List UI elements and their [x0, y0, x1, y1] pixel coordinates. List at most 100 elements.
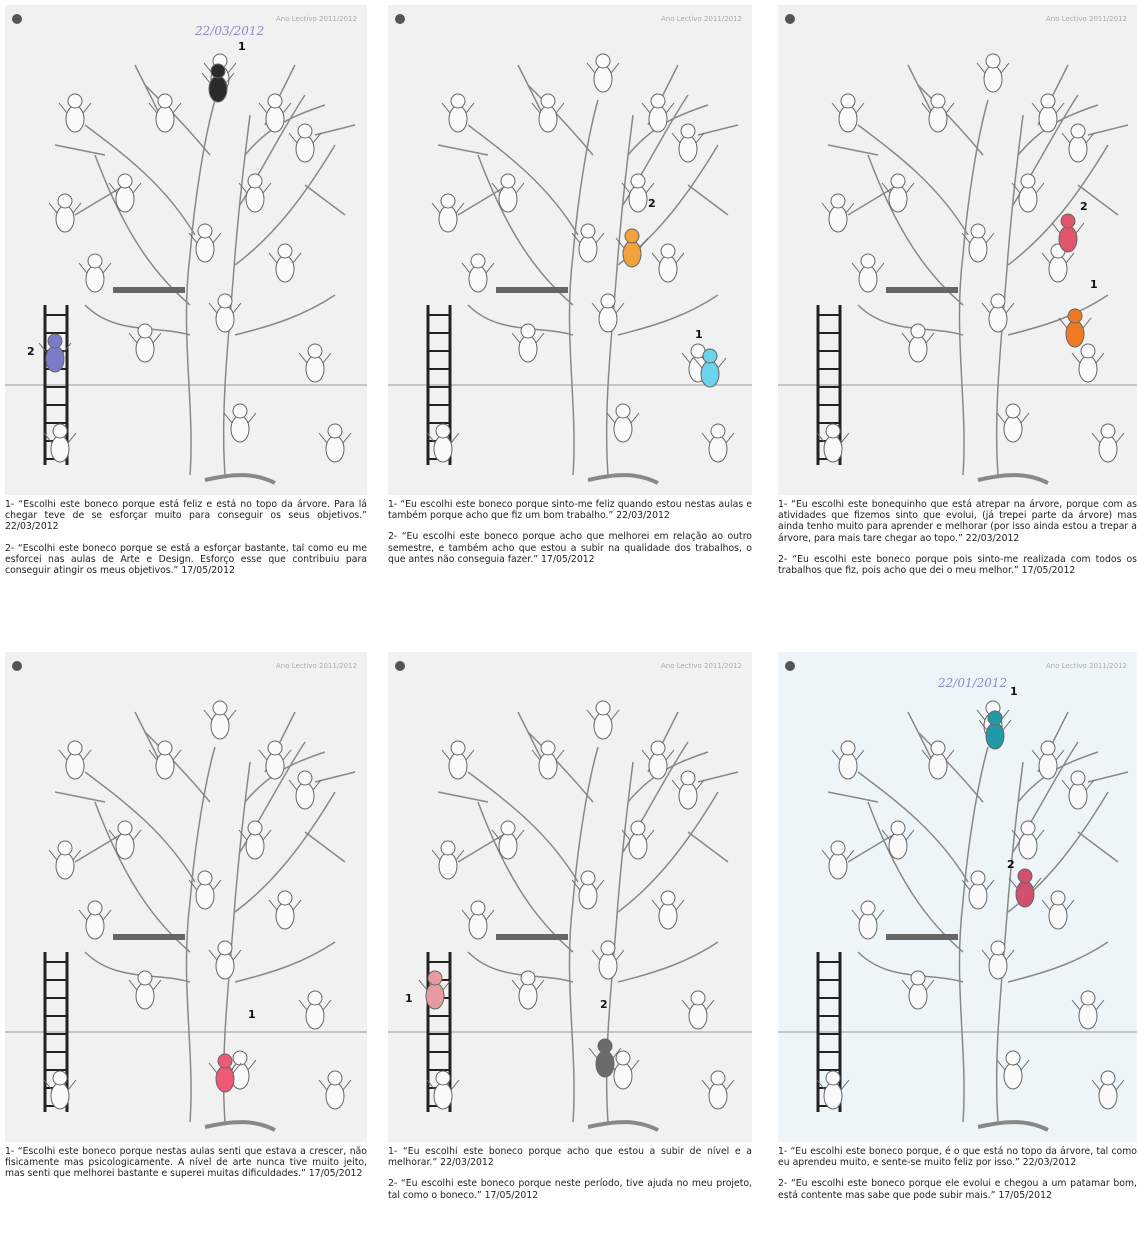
- caption-text: 2- “Escolhi este boneco porque se está a…: [5, 543, 367, 577]
- figure-head: [233, 404, 247, 418]
- figure-body: [326, 436, 344, 462]
- figure-head: [601, 941, 615, 955]
- figure-head: [661, 244, 675, 258]
- marker-number: 1: [405, 992, 413, 1005]
- platform: [496, 287, 568, 293]
- caption: 1- “Eu escolhi este boneco porque sinto-…: [388, 499, 752, 565]
- figure-body: [989, 306, 1007, 332]
- figure-head: [68, 94, 82, 108]
- school-logo: [12, 661, 22, 671]
- figure-head: [616, 404, 630, 418]
- figure-body: [929, 106, 947, 132]
- figure-head: [268, 741, 282, 755]
- figure-body: [969, 883, 987, 909]
- figure-body: [326, 1083, 344, 1109]
- school-year: Ano Lectivo 2011/2012: [661, 662, 742, 670]
- caption-text: 2- “Eu escolhi este boneco porque acho q…: [388, 531, 752, 565]
- figure-head: [1068, 309, 1082, 323]
- figure-body: [539, 753, 557, 779]
- figure-head: [891, 821, 905, 835]
- figure-body: [56, 206, 74, 232]
- figure-body: [46, 346, 64, 372]
- figure-head: [1021, 821, 1035, 835]
- figure-body: [1066, 321, 1084, 347]
- figure-head: [1041, 741, 1055, 755]
- figure-head: [198, 224, 212, 238]
- figure-body: [1099, 436, 1117, 462]
- figure-body: [276, 256, 294, 282]
- figure-head: [681, 124, 695, 138]
- figure-body: [629, 186, 647, 212]
- school-year: Ano Lectivo 2011/2012: [661, 15, 742, 23]
- figure-body: [614, 1063, 632, 1089]
- figure-body: [499, 833, 517, 859]
- platform: [886, 287, 958, 293]
- figure-body: [969, 236, 987, 262]
- figure-body: [1079, 356, 1097, 382]
- figure-body: [216, 953, 234, 979]
- figure-head: [248, 174, 262, 188]
- figure-head: [711, 1071, 725, 1085]
- figure-head: [631, 821, 645, 835]
- figure-body: [519, 336, 537, 362]
- figure-head: [248, 821, 262, 835]
- drawing-photo: Ano Lectivo 2011/20121222/03/2012: [5, 5, 367, 495]
- figure-head: [1081, 344, 1095, 358]
- figure-head: [841, 94, 855, 108]
- platform: [113, 934, 185, 940]
- figure-body: [449, 753, 467, 779]
- school-year: Ano Lectivo 2011/2012: [276, 662, 357, 670]
- figure-head: [598, 1039, 612, 1053]
- marker-number: 2: [1080, 200, 1088, 213]
- school-logo: [395, 661, 405, 671]
- figure-body: [136, 336, 154, 362]
- figure-body: [659, 903, 677, 929]
- figure-body: [209, 76, 227, 102]
- paper: [388, 5, 752, 495]
- figure-head: [268, 94, 282, 108]
- figure-head: [138, 324, 152, 338]
- panel: Ano Lectivo 2011/2012121- “Eu escolhi es…: [388, 652, 752, 1211]
- drawing-photo: Ano Lectivo 2011/201212: [388, 5, 752, 495]
- figure-head: [451, 94, 465, 108]
- figure-head: [1021, 174, 1035, 188]
- figure-body: [306, 1003, 324, 1029]
- figure-head: [681, 771, 695, 785]
- figure-body: [136, 983, 154, 1009]
- figure-head: [308, 344, 322, 358]
- panel: Ano Lectivo 2011/2012121- “Eu escolhi es…: [388, 5, 752, 575]
- figure-body: [824, 436, 842, 462]
- paper: [778, 652, 1137, 1142]
- panel: Ano Lectivo 2011/2012121- “Eu escolhi es…: [778, 5, 1137, 586]
- figure-body: [246, 186, 264, 212]
- figure-head: [501, 174, 515, 188]
- figure-body: [1016, 881, 1034, 907]
- paper: [5, 652, 367, 1142]
- figure-head: [278, 891, 292, 905]
- figure-head: [278, 244, 292, 258]
- figure-body: [649, 753, 667, 779]
- figure-body: [579, 236, 597, 262]
- figure-head: [711, 424, 725, 438]
- figure-head: [986, 54, 1000, 68]
- caption-text: 2- “Eu escolhi este boneco porque pois s…: [778, 554, 1137, 576]
- drawing-photo: Ano Lectivo 2011/20121: [5, 652, 367, 1142]
- marker-number: 1: [1090, 278, 1098, 291]
- figure-head: [48, 334, 62, 348]
- figure-body: [276, 903, 294, 929]
- figure-body: [51, 436, 69, 462]
- figure-body: [116, 186, 134, 212]
- panel: Ano Lectivo 2011/20121222/01/2012 1- “Eu …: [778, 652, 1137, 1211]
- figure-body: [859, 266, 877, 292]
- figure-head: [328, 424, 342, 438]
- school-year: Ano Lectivo 2011/2012: [1046, 662, 1127, 670]
- figure-body: [86, 266, 104, 292]
- figure-body: [1039, 753, 1057, 779]
- drawing-photo: Ano Lectivo 2011/20121222/01/2012: [778, 652, 1137, 1142]
- figure-head: [831, 194, 845, 208]
- caption: 1- “Eu escolhi este boneco porque acho q…: [388, 1146, 752, 1201]
- figure-body: [889, 833, 907, 859]
- figure-body: [266, 753, 284, 779]
- caption-text: 1- “Eu escolhi este boneco porque, é o q…: [778, 1146, 1137, 1168]
